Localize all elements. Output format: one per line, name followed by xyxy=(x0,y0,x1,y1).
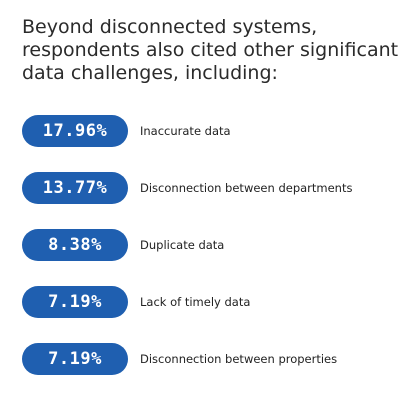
challenge-row: 7.19% Disconnection between properties xyxy=(22,343,392,375)
percentage-badge: 7.19% xyxy=(22,286,128,318)
heading-line-1: Beyond disconnected systems, xyxy=(22,16,318,38)
percentage-badge: 13.77% xyxy=(22,172,128,204)
challenge-label: Inaccurate data xyxy=(140,124,231,138)
percentage-badge: 17.96% xyxy=(22,115,128,147)
challenge-row: 13.77% Disconnection between departments xyxy=(22,172,392,204)
percentage-badge: 8.38% xyxy=(22,229,128,261)
challenge-label: Disconnection between properties xyxy=(140,352,338,366)
challenge-row: 7.19% Lack of timely data xyxy=(22,286,392,318)
challenge-row: 17.96% Inaccurate data xyxy=(22,115,392,147)
challenge-label: Disconnection between departments xyxy=(140,181,353,195)
percentage-badge: 7.19% xyxy=(22,343,128,375)
challenge-row: 8.38% Duplicate data xyxy=(22,229,392,261)
heading-line-3: data challenges, including: xyxy=(22,62,278,84)
heading-line-2: respondents also cited other significant xyxy=(22,39,399,61)
challenge-list: 17.96% Inaccurate data 13.77% Disconnect… xyxy=(22,115,392,400)
challenge-label: Lack of timely data xyxy=(140,295,251,309)
page-heading: Beyond disconnected systems, respondents… xyxy=(22,16,399,85)
challenge-label: Duplicate data xyxy=(140,238,225,252)
